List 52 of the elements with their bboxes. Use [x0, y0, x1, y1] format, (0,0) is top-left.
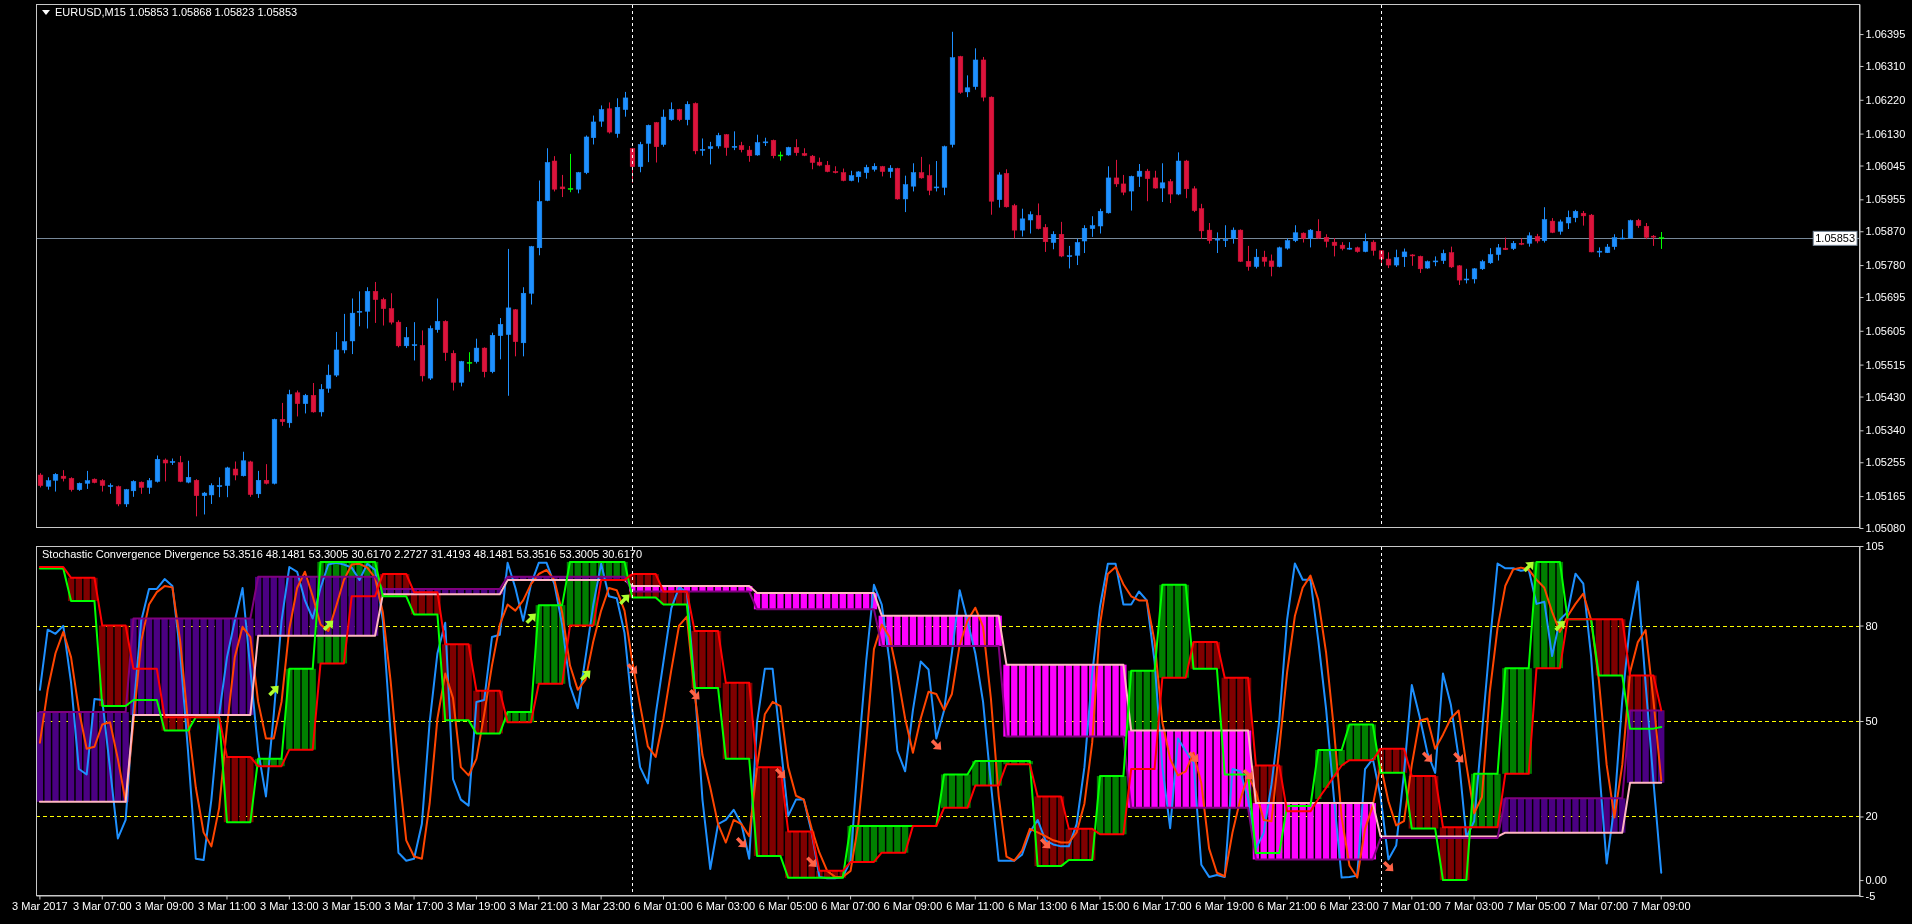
x-tick-label: 3 Mar 23:00 [571, 900, 631, 913]
y-tick-label: 1.05340 [1865, 424, 1906, 437]
y-tick-label: 1.06395 [1865, 28, 1906, 41]
x-tick-label: 3 Mar 07:00 [72, 900, 132, 913]
chart-title: Stochastic Convergence Divergence 53.3516 48.1481 53.3005 30.6170 2.2727 31.4193 48.1481 53.3516 53.3005 30.6170 [42, 548, 642, 560]
x-tick-label: 3 Mar 2017 [12, 900, 68, 913]
x-tick-label: 7 Mar 03:00 [1444, 900, 1504, 913]
x-tick-label: 6 Mar 09:00 [883, 900, 943, 913]
y-tick-label: 1.05955 [1865, 193, 1906, 206]
y-tick-label: 1.05080 [1865, 522, 1906, 535]
x-tick-label: 6 Mar 11:00 [946, 900, 1005, 913]
y-tick-label: 1.05870 [1865, 225, 1906, 238]
x-tick-label: 6 Mar 07:00 [821, 900, 880, 913]
y-tick-label: 80 [1865, 619, 1878, 632]
y-tick-label: 1.06310 [1865, 60, 1906, 72]
x-tick-label: 3 Mar 13:00 [259, 900, 319, 913]
chart-title: EURUSD,M15 1.05853 1.05868 1.05823 1.05853 [55, 6, 298, 18]
y-tick-label: 1.05515 [1865, 358, 1906, 371]
x-tick-label: 6 Mar 23:00 [1320, 900, 1379, 913]
y-tick-label: 1.05695 [1865, 291, 1906, 304]
ref-line-label: 1.05853 [1815, 232, 1855, 245]
y-tick-label: 1.05165 [1865, 490, 1906, 503]
y-tick-label: 1.05780 [1865, 259, 1906, 272]
x-tick-label: 7 Mar 01:00 [1382, 900, 1442, 913]
y-tick-label: 1.06045 [1865, 159, 1906, 172]
x-tick-label: 3 Mar 17:00 [384, 900, 444, 913]
y-tick-label: 0.00 [1865, 874, 1887, 887]
y-tick-label: 105 [1865, 540, 1884, 553]
x-tick-label: 7 Mar 09:00 [1631, 900, 1691, 913]
x-tick-label: 6 Mar 13:00 [1008, 900, 1067, 913]
x-tick-label: 7 Mar 05:00 [1507, 900, 1566, 913]
x-tick-label: 3 Mar 09:00 [135, 900, 194, 913]
x-tick-label: 6 Mar 03:00 [696, 900, 756, 913]
y-tick-label: 1.05605 [1865, 324, 1906, 337]
x-tick-label: 7 Mar 07:00 [1569, 900, 1629, 913]
y-tick-label: 1.06130 [1865, 127, 1906, 140]
y-tick-label: 50 [1865, 715, 1878, 728]
x-tick-label: 6 Mar 21:00 [1257, 900, 1317, 913]
x-tick-label: 6 Mar 15:00 [1070, 900, 1130, 913]
x-tick-label: 3 Mar 21:00 [509, 900, 569, 913]
y-tick-label: 20 [1865, 810, 1878, 823]
x-tick-label: 3 Mar 11:00 [198, 900, 256, 913]
y-tick-label: 1.05255 [1865, 456, 1906, 469]
x-tick-label: 6 Mar 17:00 [1133, 900, 1192, 913]
x-tick-label: 6 Mar 01:00 [634, 900, 693, 913]
y-tick-label: -5 [1865, 890, 1876, 903]
y-tick-label: 1.06220 [1865, 93, 1906, 106]
x-tick-label: 6 Mar 05:00 [758, 900, 818, 913]
x-tick-label: 3 Mar 19:00 [447, 900, 506, 913]
x-tick-label: 3 Mar 15:00 [322, 900, 382, 913]
x-tick-label: 6 Mar 19:00 [1195, 900, 1255, 913]
y-tick-label: 1.05430 [1865, 390, 1906, 403]
